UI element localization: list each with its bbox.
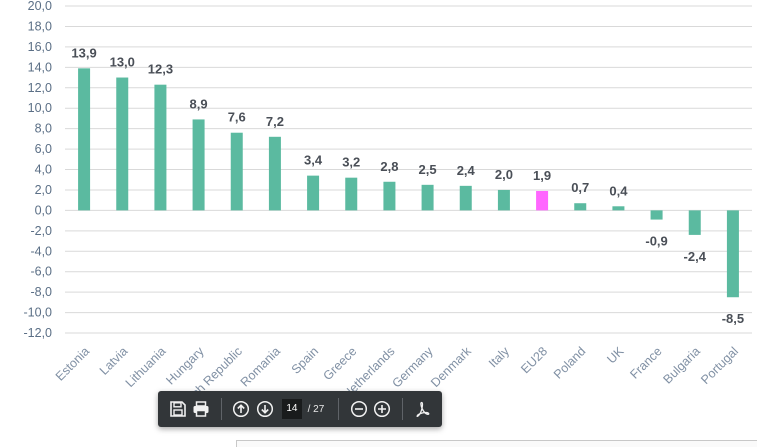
y-tick-label: -8,0 [30, 285, 52, 299]
x-category-label: Latvia [97, 344, 131, 378]
save-icon [169, 401, 186, 417]
y-tick-label: -12,0 [24, 326, 53, 340]
y-tick-label: 14,0 [28, 60, 52, 74]
print-icon [193, 401, 209, 417]
x-category-label: France [627, 344, 664, 381]
x-category-label: Poland [551, 344, 588, 381]
y-axis-tick-labels: 20,0 18,0 16,0 14,0 12,0 10,0 8,0 6,0 4,0 2,0 0,0 -… [24, 0, 53, 340]
bar [192, 119, 205, 211]
data-label: 12,3 [148, 62, 173, 77]
bar [650, 210, 663, 220]
data-label: 0,4 [609, 183, 628, 198]
y-tick-label: -10,0 [24, 306, 53, 320]
open-in-acrobat-button[interactable] [413, 397, 432, 421]
x-category-label: Lithuania [123, 344, 169, 390]
pdf-viewer-toolbar: 14 / 27 [158, 391, 442, 427]
data-label: 2,8 [380, 159, 398, 174]
acrobat-icon [416, 401, 430, 418]
bar [536, 190, 549, 211]
bar [78, 68, 91, 211]
y-tick-label: 6,0 [35, 142, 52, 156]
bar [154, 84, 167, 211]
page-number-input[interactable]: 14 [282, 399, 302, 419]
zoom-out-button[interactable] [349, 397, 368, 421]
gridlines [65, 5, 752, 334]
x-category-label: Portugal [698, 344, 741, 387]
arrow-down-icon [256, 400, 273, 418]
data-label: -2,4 [684, 249, 707, 264]
bar [574, 203, 587, 211]
data-label: 3,4 [304, 153, 323, 168]
x-category-label: Denmark [428, 344, 474, 390]
zoom-out-icon [350, 400, 367, 418]
y-tick-label: 16,0 [28, 40, 52, 54]
data-label: 13,9 [71, 45, 96, 60]
bar [421, 184, 434, 211]
bar [612, 206, 625, 211]
x-category-label: Estonia [53, 344, 92, 383]
next-page-button[interactable] [255, 397, 274, 421]
bar [497, 189, 510, 211]
data-label: 13,0 [110, 55, 135, 70]
bar [726, 210, 739, 298]
save-button[interactable] [168, 397, 187, 421]
y-tick-label: 20,0 [28, 0, 52, 13]
data-labels: 13,9 13,0 12,3 8,9 7,6 7,2 3,4 3,2 2,8 2,5 2,4 2,0 1… [71, 45, 744, 326]
data-label: 0,7 [571, 180, 589, 195]
bar [688, 210, 701, 235]
bar [116, 77, 129, 211]
x-category-label: EU28 [518, 344, 550, 376]
zoom-in-button[interactable] [372, 397, 391, 421]
data-label: 2,0 [495, 167, 513, 182]
data-label: 7,6 [228, 110, 246, 125]
zoom-in-icon [374, 400, 391, 418]
toolbar-separator [338, 398, 340, 420]
y-tick-label: 0,0 [35, 203, 52, 217]
print-button[interactable] [191, 397, 210, 421]
data-label: 8,9 [190, 96, 208, 111]
data-label: -0,9 [645, 234, 667, 249]
data-label: 3,2 [342, 155, 360, 170]
bar [459, 185, 472, 211]
x-category-label: Romania [238, 344, 283, 389]
y-tick-label: -6,0 [30, 265, 52, 279]
bar [268, 136, 281, 211]
bar [230, 132, 243, 211]
toolbar-separator [401, 398, 403, 420]
x-category-label: Germany [389, 344, 436, 391]
x-category-label: Italy [486, 344, 513, 371]
x-category-label: UK [604, 344, 627, 367]
y-tick-label: 10,0 [28, 101, 52, 115]
data-label: 2,4 [457, 163, 476, 178]
y-tick-label: 2,0 [35, 183, 52, 197]
page-total: / 27 [307, 403, 325, 415]
previous-page-button[interactable] [232, 397, 251, 421]
x-category-label: Spain [289, 344, 322, 377]
adjacent-page-edge [236, 440, 757, 447]
data-label: 7,2 [266, 114, 284, 129]
y-tick-label: -2,0 [30, 224, 52, 238]
y-tick-label: 8,0 [35, 122, 52, 136]
data-label: 2,5 [419, 162, 437, 177]
data-label: 1,9 [533, 168, 551, 183]
bar [345, 177, 358, 211]
arrow-up-icon [233, 400, 250, 418]
x-category-label: Bulgaria [661, 344, 703, 386]
toolbar-separator [220, 398, 222, 420]
data-label: -8,5 [722, 311, 744, 326]
y-tick-label: -4,0 [30, 244, 52, 258]
bar [383, 181, 396, 211]
y-tick-label: 12,0 [28, 81, 52, 95]
y-tick-label: 18,0 [28, 19, 52, 33]
bar [307, 175, 320, 211]
bars [78, 68, 739, 298]
y-tick-label: 4,0 [35, 163, 52, 177]
